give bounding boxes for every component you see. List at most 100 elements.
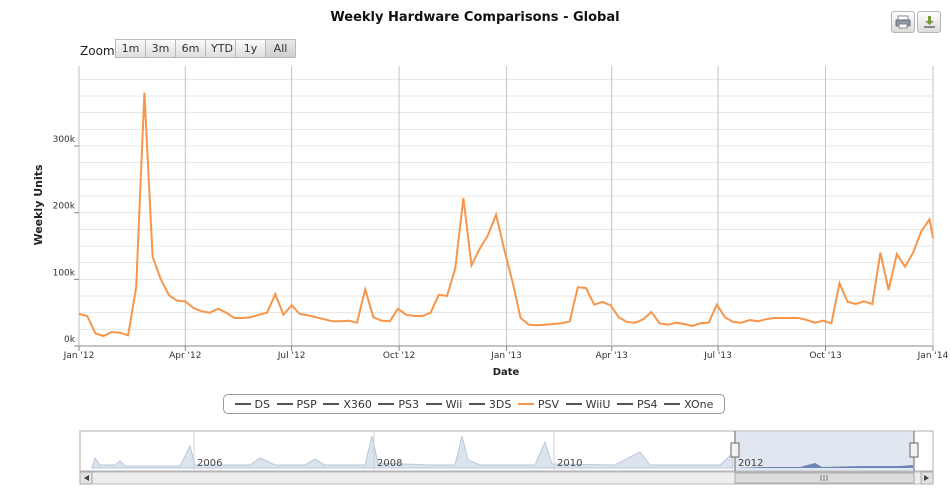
data-point[interactable] [93,331,97,335]
legend-item-psv[interactable]: PSV [517,398,559,411]
legend-item-3ds[interactable]: 3DS [468,398,511,411]
data-point[interactable] [486,233,490,237]
legend-item-ds[interactable]: DS [234,398,270,411]
data-point[interactable] [625,320,629,324]
data-point[interactable] [404,313,408,317]
data-point[interactable] [470,263,474,267]
data-point[interactable] [142,91,146,95]
data-point[interactable] [911,251,915,255]
data-point[interactable] [191,306,195,310]
zoom-1m-button[interactable]: 1m [115,39,146,58]
data-point[interactable] [739,321,743,325]
data-point[interactable] [846,300,850,304]
data-point[interactable] [134,285,138,289]
data-point[interactable] [388,319,392,323]
data-point[interactable] [208,311,212,315]
zoom-1y-button[interactable]: 1y [236,39,266,58]
data-point[interactable] [298,312,302,316]
legend-item-psp[interactable]: PSP [276,398,317,411]
data-point[interactable] [527,323,531,327]
data-point[interactable] [838,281,842,285]
data-point[interactable] [306,313,310,317]
legend-item-x360[interactable]: X360 [323,398,372,411]
data-point[interactable] [445,294,449,298]
series-line-psv[interactable] [78,92,934,338]
data-point[interactable] [519,316,523,320]
navigator-right-handle[interactable] [909,442,919,458]
data-point[interactable] [216,307,220,311]
data-point[interactable] [265,311,269,315]
data-point[interactable] [854,302,858,306]
data-point[interactable] [429,311,433,315]
data-point[interactable] [609,303,613,307]
data-point[interactable] [339,319,343,323]
data-point[interactable] [478,247,482,251]
export-button[interactable] [917,11,941,33]
data-point[interactable] [559,321,563,325]
data-point[interactable] [829,321,833,325]
data-point[interactable] [200,309,204,313]
zoom-all-button[interactable]: All [266,39,296,58]
data-point[interactable] [690,324,694,328]
data-point[interactable] [371,315,375,319]
data-point[interactable] [723,315,727,319]
navigator-selected-range[interactable] [735,431,914,471]
data-point[interactable] [805,318,809,322]
data-point[interactable] [919,229,923,233]
data-point[interactable] [77,312,81,316]
data-point[interactable] [167,293,171,297]
data-point[interactable] [674,321,678,325]
data-point[interactable] [224,311,228,315]
data-point[interactable] [788,316,792,320]
data-point[interactable] [931,236,935,240]
zoom-3m-button[interactable]: 3m [146,39,176,58]
data-point[interactable] [715,303,719,307]
data-point[interactable] [437,293,441,297]
data-point[interactable] [617,315,621,319]
data-point[interactable] [870,302,874,306]
data-point[interactable] [126,333,130,337]
legend-item-ps3[interactable]: PS3 [378,398,419,411]
legend-item-ps4[interactable]: PS4 [616,398,658,411]
data-point[interactable] [249,315,253,319]
data-point[interactable] [797,316,801,320]
data-point[interactable] [151,255,155,259]
data-point[interactable] [551,322,555,326]
data-point[interactable] [412,314,416,318]
data-point[interactable] [322,317,326,321]
data-point[interactable] [355,321,359,325]
data-point[interactable] [453,267,457,271]
data-point[interactable] [576,285,580,289]
data-point[interactable] [731,320,735,324]
data-point[interactable] [510,279,514,283]
zoom-ytd-button[interactable]: YTD [206,39,236,58]
data-point[interactable] [281,313,285,317]
data-point[interactable] [600,300,604,304]
print-button[interactable] [891,11,915,33]
data-point[interactable] [649,310,653,314]
data-point[interactable] [535,323,539,327]
data-point[interactable] [241,316,245,320]
data-point[interactable] [363,287,367,291]
data-point[interactable] [290,303,294,307]
data-point[interactable] [502,247,506,251]
data-point[interactable] [118,331,122,335]
data-point[interactable] [821,319,825,323]
data-point[interactable] [780,316,784,320]
data-point[interactable] [666,323,670,327]
data-point[interactable] [707,321,711,325]
data-point[interactable] [380,319,384,323]
data-point[interactable] [347,319,351,323]
data-point[interactable] [895,252,899,256]
data-point[interactable] [887,288,891,292]
data-point[interactable] [159,277,163,281]
data-point[interactable] [331,319,335,323]
data-point[interactable] [682,322,686,326]
data-point[interactable] [314,315,318,319]
data-point[interactable] [592,303,596,307]
data-point[interactable] [699,321,703,325]
data-point[interactable] [756,319,760,323]
data-point[interactable] [257,313,261,317]
data-point[interactable] [927,217,931,221]
data-point[interactable] [584,286,588,290]
